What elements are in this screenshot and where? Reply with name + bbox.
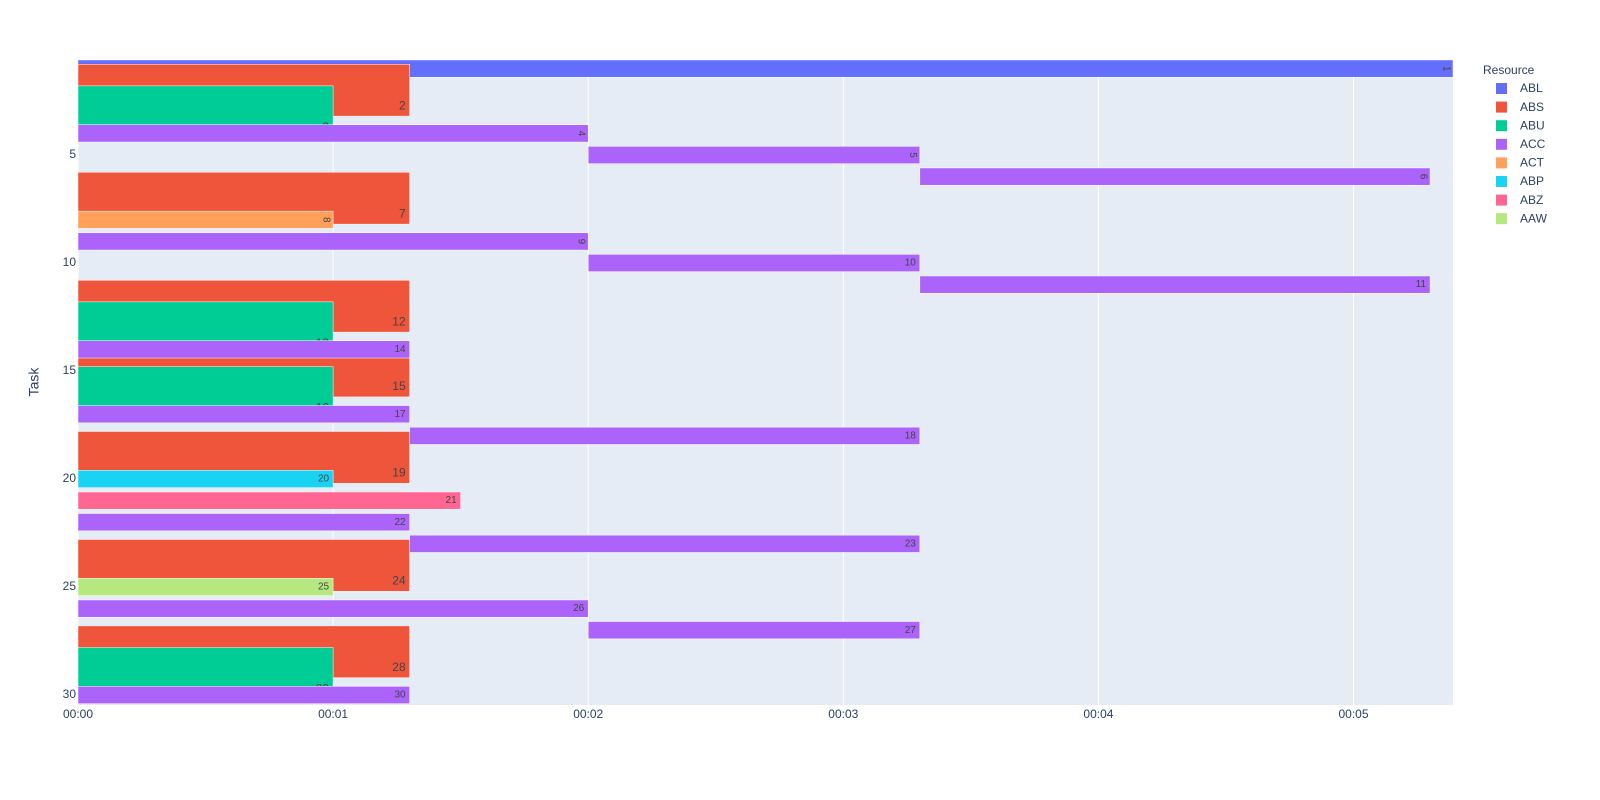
- bar-label: 22: [395, 517, 407, 528]
- bar-label: 10: [905, 258, 917, 269]
- bar: [587, 254, 921, 272]
- bar-label: 23: [905, 538, 917, 549]
- x-tick-label: 00:02: [573, 707, 603, 721]
- bar-label: 24: [392, 573, 406, 587]
- x-tick-label: 00:05: [1338, 707, 1368, 721]
- bar-label: 8: [320, 217, 331, 223]
- bar-label: 6: [1417, 174, 1428, 180]
- legend-swatch: [1496, 194, 1507, 206]
- bar-label: 15: [392, 379, 406, 393]
- y-tick-label: 20: [63, 471, 77, 485]
- bars: 1271215192428313162945691011141718222326…: [78, 60, 1453, 704]
- y-tick-label: 5: [69, 147, 76, 161]
- bar: [78, 578, 334, 596]
- legend-swatch: [1496, 120, 1507, 132]
- x-tick-label: 00:03: [828, 707, 858, 721]
- legend-swatch: [1496, 157, 1507, 169]
- legend-label: ABP: [1520, 174, 1544, 188]
- bar-label: 9: [576, 239, 587, 245]
- bar: [78, 405, 410, 424]
- bar-label: 11: [1416, 279, 1427, 290]
- bar: [409, 426, 921, 445]
- bar-label: 14: [395, 344, 407, 355]
- bar: [78, 340, 410, 359]
- legend-label: ABU: [1520, 118, 1545, 132]
- legend-label: ABZ: [1520, 193, 1543, 207]
- legend-label: ACC: [1520, 137, 1546, 151]
- legend-swatch: [1496, 138, 1507, 150]
- bar: [78, 60, 1453, 78]
- bar: [919, 167, 1431, 186]
- bar-label: 18: [905, 430, 917, 441]
- legend-swatch: [1496, 83, 1507, 94]
- bar-label: 25: [318, 582, 330, 593]
- bar: [919, 275, 1431, 294]
- legend-title: Resource: [1483, 63, 1535, 77]
- bar-label: 21: [446, 495, 458, 506]
- bar: [587, 146, 921, 164]
- legend-swatch: [1496, 101, 1507, 113]
- legend-label: ABS: [1520, 100, 1544, 114]
- bar: [78, 210, 334, 229]
- y-tick-label: 30: [63, 687, 77, 701]
- legend-swatch: [1496, 213, 1507, 225]
- y-tick-label: 15: [63, 363, 77, 377]
- y-tick-label: 10: [63, 255, 77, 269]
- y-tick-label: 25: [63, 579, 77, 593]
- bar-label: 7: [399, 206, 406, 220]
- bar: [78, 232, 589, 251]
- legend-label: ABL: [1520, 81, 1543, 95]
- bar: [78, 599, 589, 618]
- x-tick-label: 00:00: [63, 707, 93, 721]
- bar-label: 28: [392, 660, 406, 674]
- bar-label: 2: [399, 98, 406, 112]
- bar: [587, 621, 921, 640]
- bar: [409, 534, 921, 553]
- bar-label: 4: [576, 131, 587, 137]
- bar-label: 12: [392, 314, 406, 328]
- bar-label: 20: [318, 474, 330, 485]
- bar: [78, 124, 589, 143]
- bar: [78, 686, 410, 704]
- bar-label: 26: [573, 603, 585, 614]
- bar-label: 30: [395, 690, 407, 701]
- bar: [78, 470, 334, 488]
- bar-label: 5: [907, 152, 918, 158]
- bar-label: 17: [395, 409, 407, 420]
- legend-label: AAW: [1520, 211, 1548, 225]
- legend-swatch: [1496, 176, 1507, 187]
- x-tick-label: 00:04: [1083, 707, 1113, 721]
- legend-label: ACT: [1520, 156, 1545, 170]
- bar-label: 1: [1440, 66, 1451, 72]
- bar-label: 19: [392, 465, 406, 479]
- bar: [78, 491, 461, 510]
- bar-label: 27: [905, 625, 917, 636]
- y-axis-title: Task: [26, 367, 42, 397]
- x-tick-label: 00:01: [318, 707, 348, 721]
- bar: [78, 513, 410, 532]
